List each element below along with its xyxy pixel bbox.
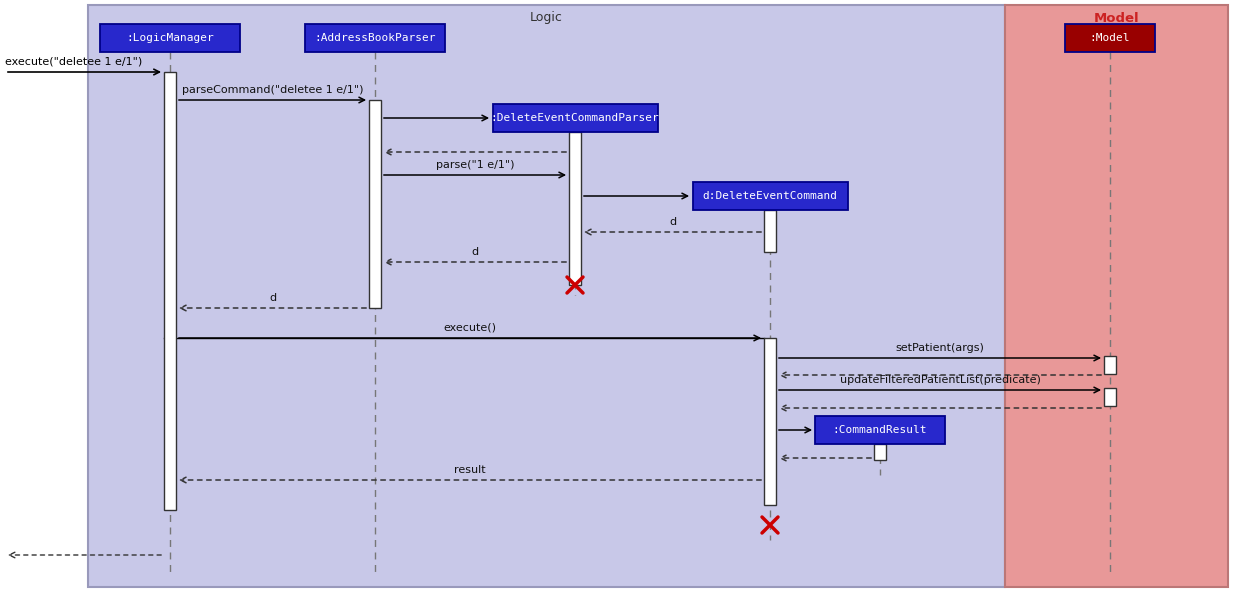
Bar xyxy=(305,24,445,52)
Text: execute(): execute() xyxy=(444,323,497,333)
Bar xyxy=(1104,388,1116,406)
Text: setPatient(args): setPatient(args) xyxy=(895,343,984,353)
Text: :Model: :Model xyxy=(1090,33,1131,43)
Bar xyxy=(1005,5,1228,587)
Bar xyxy=(764,338,776,505)
Text: d:DeleteEventCommand: d:DeleteEventCommand xyxy=(703,191,837,201)
Text: :DeleteEventCommandParser: :DeleteEventCommandParser xyxy=(491,113,660,123)
Text: :CommandResult: :CommandResult xyxy=(832,425,927,435)
Bar xyxy=(693,182,847,210)
Bar xyxy=(492,104,657,132)
Bar xyxy=(815,416,944,444)
Text: :AddressBookParser: :AddressBookParser xyxy=(314,33,435,43)
Text: parseCommand("deletee 1 e/1"): parseCommand("deletee 1 e/1") xyxy=(181,85,364,95)
Bar xyxy=(88,5,1005,587)
Bar xyxy=(764,210,776,252)
Text: Logic: Logic xyxy=(530,11,563,24)
Text: d: d xyxy=(471,247,478,257)
Bar xyxy=(164,72,176,510)
Bar xyxy=(369,100,381,308)
Text: Model: Model xyxy=(1094,11,1139,24)
Bar xyxy=(100,24,240,52)
Text: d: d xyxy=(269,293,276,303)
Text: d: d xyxy=(670,217,676,227)
Text: result: result xyxy=(454,465,486,475)
Text: execute("deletee 1 e/1"): execute("deletee 1 e/1") xyxy=(5,57,142,67)
Text: updateFilteredPatientList(predicate): updateFilteredPatientList(predicate) xyxy=(840,375,1041,385)
Bar xyxy=(874,444,887,460)
Bar xyxy=(568,132,581,285)
Bar xyxy=(1104,356,1116,374)
Text: parse("1 e/1"): parse("1 e/1") xyxy=(435,160,514,170)
Bar xyxy=(1065,24,1155,52)
Text: :LogicManager: :LogicManager xyxy=(126,33,213,43)
